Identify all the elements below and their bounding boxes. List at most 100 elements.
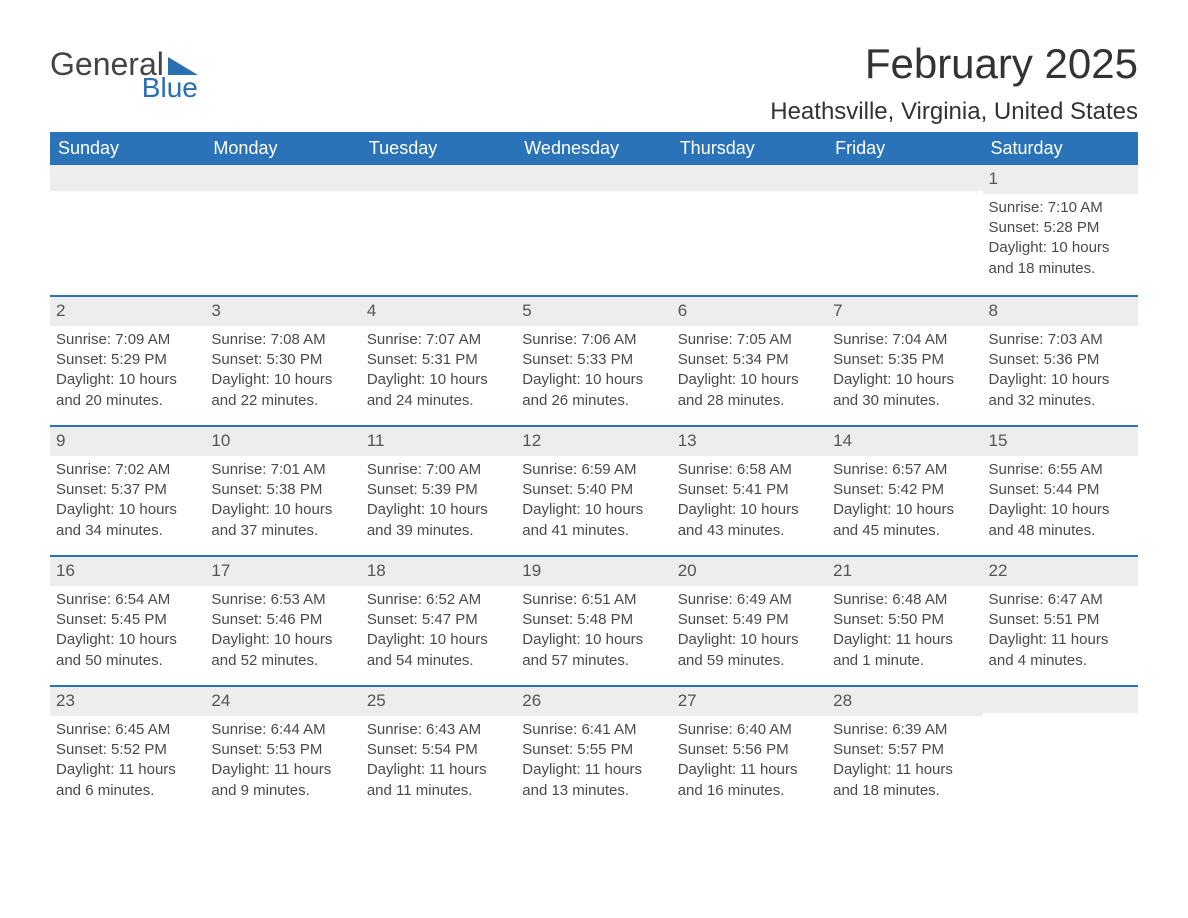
day-body <box>672 191 827 207</box>
daylight-text: Daylight: 11 hours and 4 minutes. <box>989 630 1132 671</box>
day-cell <box>516 165 671 295</box>
sunrise-text: Sunrise: 6:57 AM <box>833 460 976 480</box>
sunset-text: Sunset: 5:45 PM <box>56 610 199 630</box>
day-cell: 7Sunrise: 7:04 AMSunset: 5:35 PMDaylight… <box>827 297 982 425</box>
sunrise-text: Sunrise: 7:10 AM <box>989 198 1132 218</box>
day-number <box>827 165 982 191</box>
day-cell: 10Sunrise: 7:01 AMSunset: 5:38 PMDayligh… <box>205 427 360 555</box>
day-number: 26 <box>516 687 671 716</box>
sunrise-text: Sunrise: 6:45 AM <box>56 720 199 740</box>
day-body <box>205 191 360 207</box>
day-body: Sunrise: 6:44 AMSunset: 5:53 PMDaylight:… <box>205 716 360 813</box>
daylight-text: Daylight: 10 hours and 34 minutes. <box>56 500 199 541</box>
sunrise-text: Sunrise: 7:05 AM <box>678 330 821 350</box>
day-number: 17 <box>205 557 360 586</box>
sunset-text: Sunset: 5:28 PM <box>989 218 1132 238</box>
day-number: 16 <box>50 557 205 586</box>
day-number: 10 <box>205 427 360 456</box>
day-body: Sunrise: 6:54 AMSunset: 5:45 PMDaylight:… <box>50 586 205 683</box>
daylight-text: Daylight: 10 hours and 41 minutes. <box>522 500 665 541</box>
day-number: 22 <box>983 557 1138 586</box>
day-number: 13 <box>672 427 827 456</box>
sunrise-text: Sunrise: 6:43 AM <box>367 720 510 740</box>
day-number <box>361 165 516 191</box>
day-body <box>361 191 516 207</box>
day-body: Sunrise: 7:07 AMSunset: 5:31 PMDaylight:… <box>361 326 516 423</box>
sunset-text: Sunset: 5:42 PM <box>833 480 976 500</box>
day-number: 20 <box>672 557 827 586</box>
sunset-text: Sunset: 5:31 PM <box>367 350 510 370</box>
sunrise-text: Sunrise: 7:03 AM <box>989 330 1132 350</box>
day-body: Sunrise: 6:55 AMSunset: 5:44 PMDaylight:… <box>983 456 1138 553</box>
day-cell: 12Sunrise: 6:59 AMSunset: 5:40 PMDayligh… <box>516 427 671 555</box>
sunrise-text: Sunrise: 7:02 AM <box>56 460 199 480</box>
day-cell: 13Sunrise: 6:58 AMSunset: 5:41 PMDayligh… <box>672 427 827 555</box>
week-row: 9Sunrise: 7:02 AMSunset: 5:37 PMDaylight… <box>50 425 1138 555</box>
sunset-text: Sunset: 5:55 PM <box>522 740 665 760</box>
weekday-header: Monday <box>205 132 360 165</box>
day-body <box>983 713 1138 729</box>
sunset-text: Sunset: 5:54 PM <box>367 740 510 760</box>
sunrise-text: Sunrise: 6:47 AM <box>989 590 1132 610</box>
day-number: 12 <box>516 427 671 456</box>
day-number: 7 <box>827 297 982 326</box>
day-number: 24 <box>205 687 360 716</box>
day-body: Sunrise: 6:48 AMSunset: 5:50 PMDaylight:… <box>827 586 982 683</box>
daylight-text: Daylight: 10 hours and 59 minutes. <box>678 630 821 671</box>
sunset-text: Sunset: 5:46 PM <box>211 610 354 630</box>
day-cell: 25Sunrise: 6:43 AMSunset: 5:54 PMDayligh… <box>361 687 516 815</box>
daylight-text: Daylight: 11 hours and 11 minutes. <box>367 760 510 801</box>
day-number: 9 <box>50 427 205 456</box>
daylight-text: Daylight: 11 hours and 16 minutes. <box>678 760 821 801</box>
day-cell: 28Sunrise: 6:39 AMSunset: 5:57 PMDayligh… <box>827 687 982 815</box>
day-number: 8 <box>983 297 1138 326</box>
day-number: 23 <box>50 687 205 716</box>
sunset-text: Sunset: 5:47 PM <box>367 610 510 630</box>
day-number <box>516 165 671 191</box>
day-body: Sunrise: 6:45 AMSunset: 5:52 PMDaylight:… <box>50 716 205 813</box>
day-body: Sunrise: 7:02 AMSunset: 5:37 PMDaylight:… <box>50 456 205 553</box>
sunset-text: Sunset: 5:52 PM <box>56 740 199 760</box>
sunset-text: Sunset: 5:29 PM <box>56 350 199 370</box>
day-number: 3 <box>205 297 360 326</box>
sunset-text: Sunset: 5:30 PM <box>211 350 354 370</box>
sunrise-text: Sunrise: 7:01 AM <box>211 460 354 480</box>
sunrise-text: Sunrise: 6:53 AM <box>211 590 354 610</box>
day-body: Sunrise: 6:49 AMSunset: 5:49 PMDaylight:… <box>672 586 827 683</box>
day-body: Sunrise: 6:53 AMSunset: 5:46 PMDaylight:… <box>205 586 360 683</box>
day-body: Sunrise: 7:10 AMSunset: 5:28 PMDaylight:… <box>983 194 1138 291</box>
day-cell: 11Sunrise: 7:00 AMSunset: 5:39 PMDayligh… <box>361 427 516 555</box>
sunset-text: Sunset: 5:56 PM <box>678 740 821 760</box>
day-body <box>50 191 205 207</box>
day-number: 28 <box>827 687 982 716</box>
day-body: Sunrise: 6:52 AMSunset: 5:47 PMDaylight:… <box>361 586 516 683</box>
day-cell: 16Sunrise: 6:54 AMSunset: 5:45 PMDayligh… <box>50 557 205 685</box>
day-number <box>983 687 1138 713</box>
sunrise-text: Sunrise: 6:55 AM <box>989 460 1132 480</box>
day-number: 21 <box>827 557 982 586</box>
day-number: 14 <box>827 427 982 456</box>
sunset-text: Sunset: 5:53 PM <box>211 740 354 760</box>
day-cell: 26Sunrise: 6:41 AMSunset: 5:55 PMDayligh… <box>516 687 671 815</box>
daylight-text: Daylight: 10 hours and 32 minutes. <box>989 370 1132 411</box>
sunrise-text: Sunrise: 6:58 AM <box>678 460 821 480</box>
day-number: 1 <box>983 165 1138 194</box>
day-cell: 27Sunrise: 6:40 AMSunset: 5:56 PMDayligh… <box>672 687 827 815</box>
day-cell: 18Sunrise: 6:52 AMSunset: 5:47 PMDayligh… <box>361 557 516 685</box>
daylight-text: Daylight: 10 hours and 20 minutes. <box>56 370 199 411</box>
day-number <box>50 165 205 191</box>
day-body: Sunrise: 6:43 AMSunset: 5:54 PMDaylight:… <box>361 716 516 813</box>
sunset-text: Sunset: 5:49 PM <box>678 610 821 630</box>
daylight-text: Daylight: 10 hours and 37 minutes. <box>211 500 354 541</box>
day-body <box>827 191 982 207</box>
day-number: 11 <box>361 427 516 456</box>
daylight-text: Daylight: 11 hours and 9 minutes. <box>211 760 354 801</box>
day-cell: 22Sunrise: 6:47 AMSunset: 5:51 PMDayligh… <box>983 557 1138 685</box>
sunset-text: Sunset: 5:57 PM <box>833 740 976 760</box>
daylight-text: Daylight: 11 hours and 13 minutes. <box>522 760 665 801</box>
day-body: Sunrise: 6:59 AMSunset: 5:40 PMDaylight:… <box>516 456 671 553</box>
week-row: 16Sunrise: 6:54 AMSunset: 5:45 PMDayligh… <box>50 555 1138 685</box>
day-number <box>672 165 827 191</box>
day-body: Sunrise: 7:04 AMSunset: 5:35 PMDaylight:… <box>827 326 982 423</box>
sunrise-text: Sunrise: 6:48 AM <box>833 590 976 610</box>
